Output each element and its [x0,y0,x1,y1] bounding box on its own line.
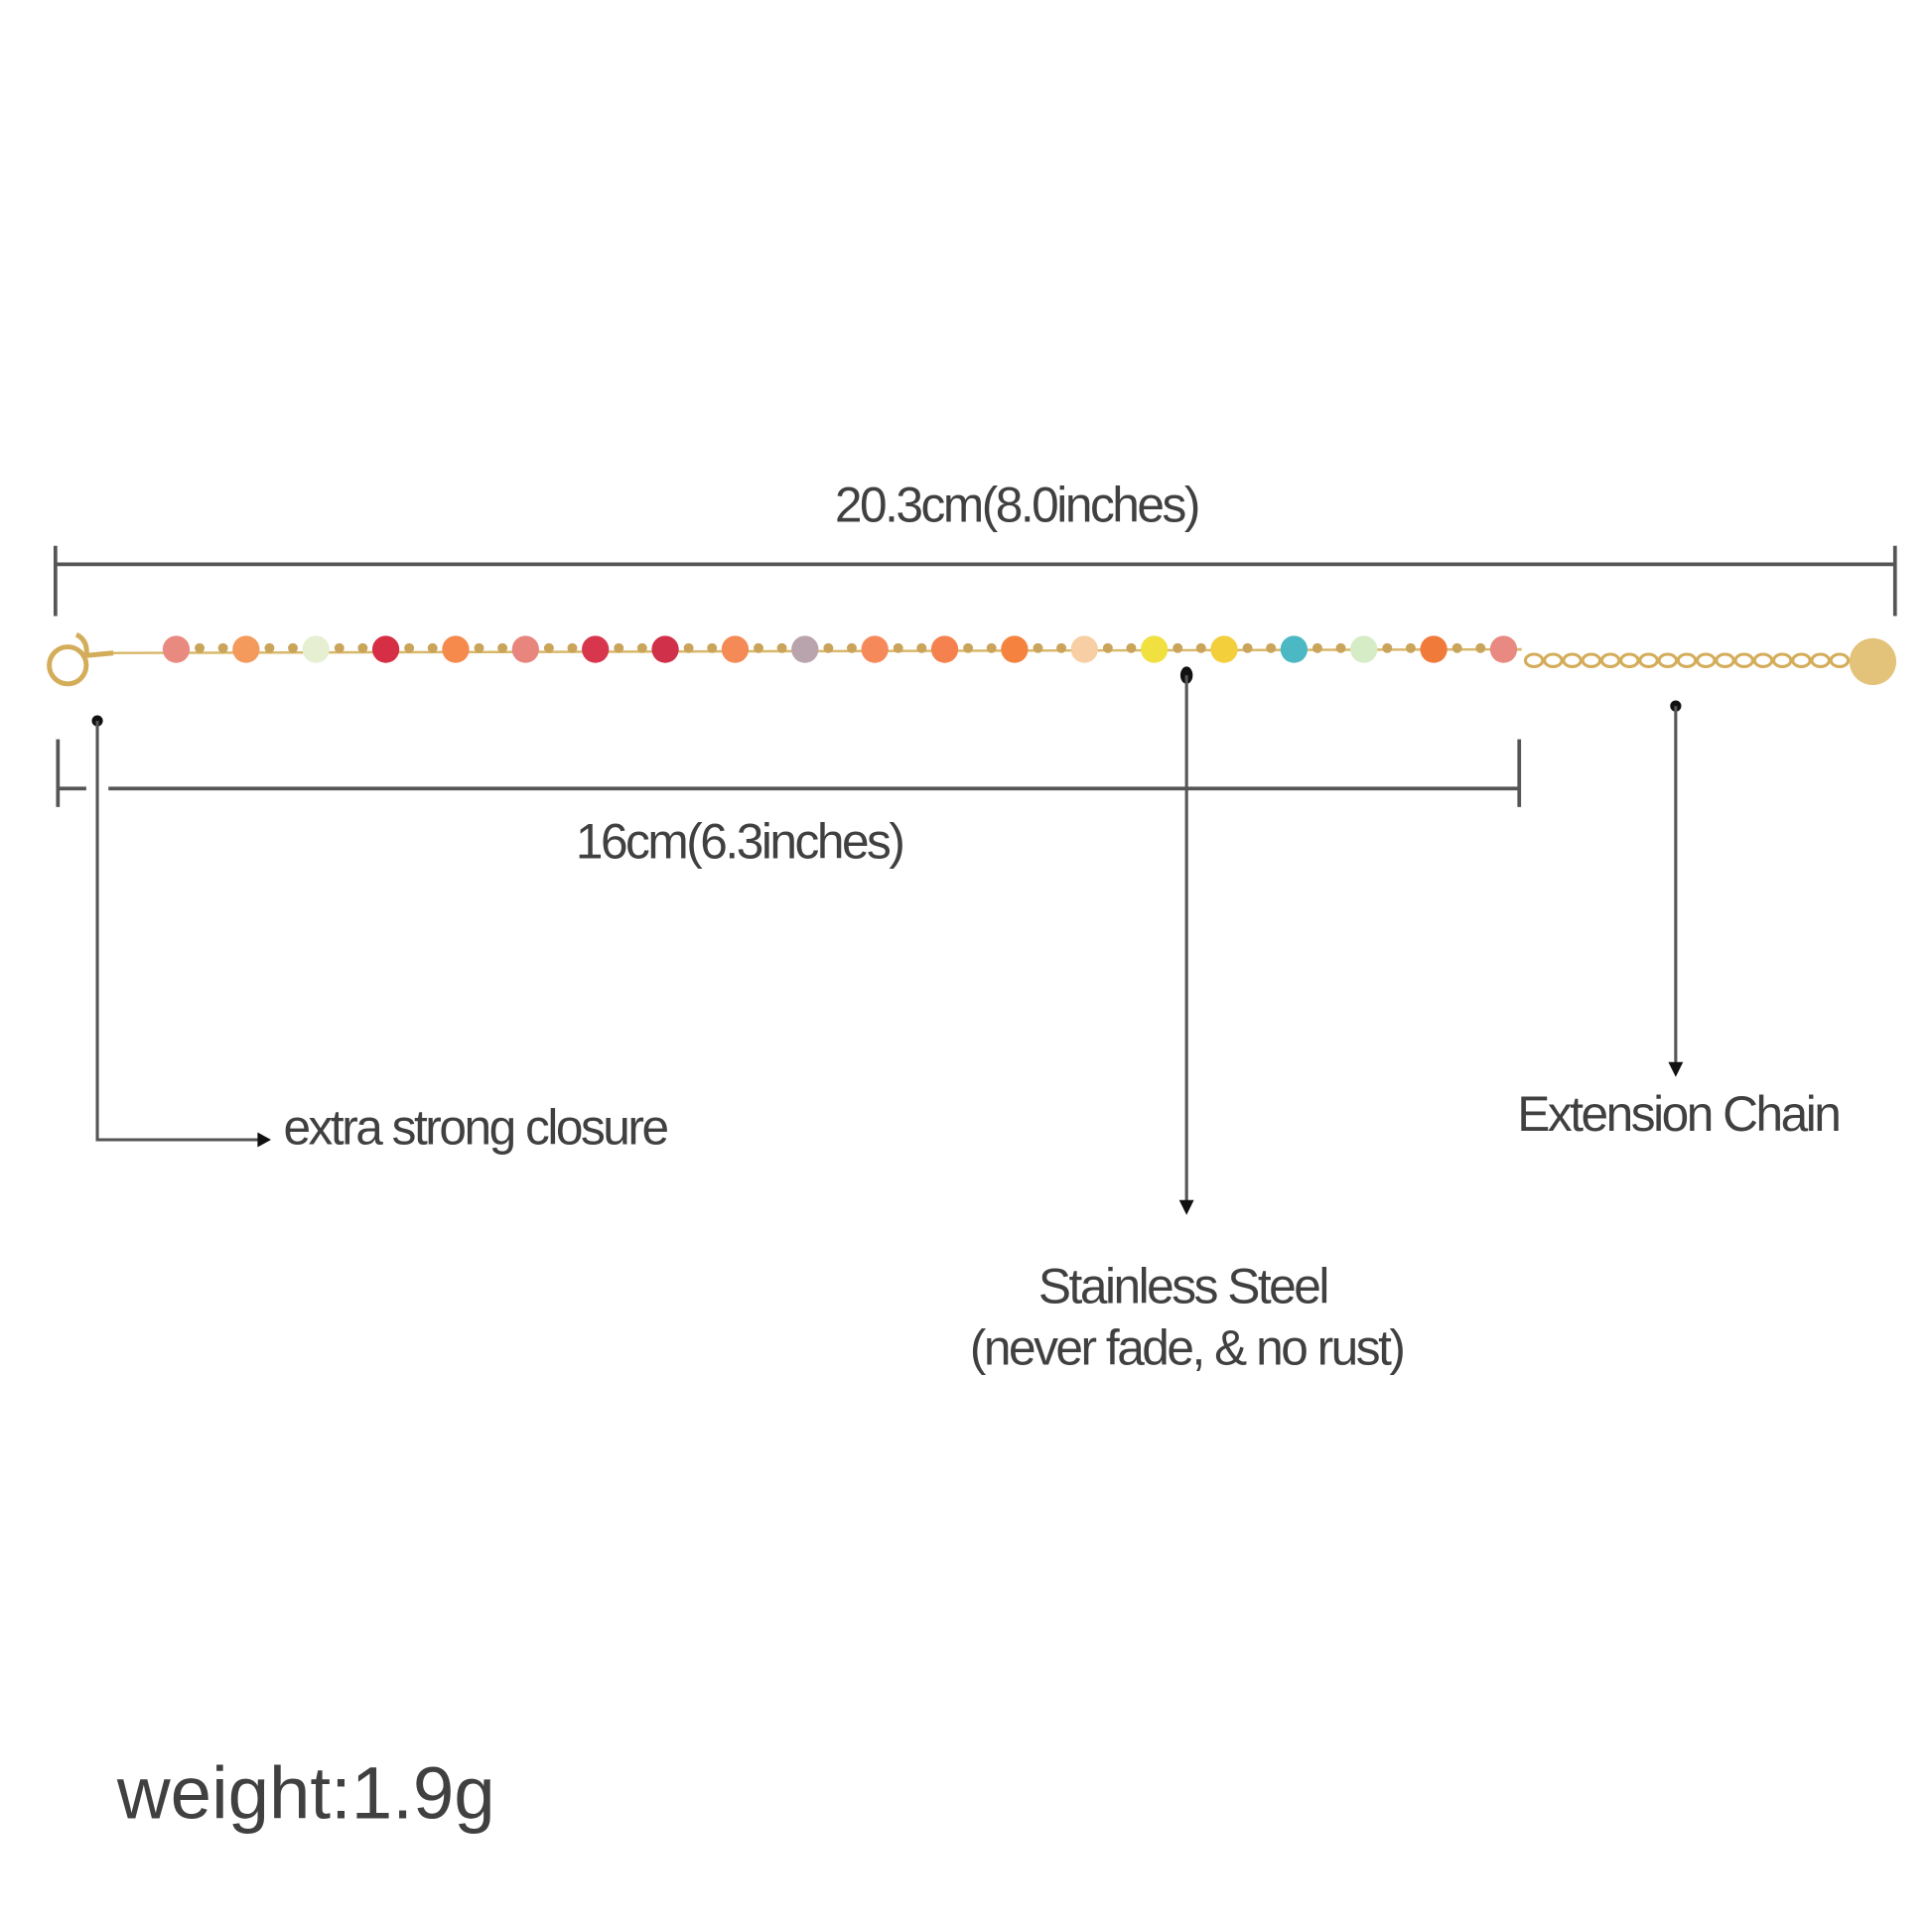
bead [1140,635,1169,663]
spacer-bead [776,642,787,653]
chain-link [1752,652,1774,668]
chain-link [1810,652,1831,668]
bead [582,635,610,663]
bead [1350,635,1378,663]
spacer-bead [754,642,763,653]
bead [721,635,750,663]
material-note: (never fade, & no rust) [970,1320,1404,1376]
spacer-bead [1102,642,1113,653]
spacer-bead [1242,642,1253,653]
bracelet [47,631,1897,687]
bead [511,635,539,663]
spacer-bead [823,642,834,653]
spacer-bead [334,642,345,653]
spacer-bead [683,642,694,653]
spacer-bead [1033,642,1043,653]
bead [371,635,400,663]
chain-link [1657,652,1679,668]
spacer-bead [357,642,368,653]
chain-link [1829,652,1851,668]
main-length: 16cm(6.3inches) [576,813,903,869]
spacer-bead [1266,642,1277,653]
chain-link [1791,652,1812,668]
total-measure: 20.3cm(8.0inches) [53,478,1897,617]
bead [930,635,959,663]
main-measure: 16cm(6.3inches) [56,739,1522,869]
chain-link [1733,652,1754,668]
bead [861,635,889,663]
closure-callout: extra strong closure [91,715,670,1155]
extension-label: Extension Chain [1517,1086,1839,1142]
bead [1210,635,1238,663]
spacer-bead [474,642,484,653]
bead [1070,635,1098,663]
spacer-bead [404,642,415,653]
spacer-bead [543,642,554,653]
chain-link [1619,652,1640,668]
bead [1280,635,1309,663]
spacer-bead [1451,642,1462,653]
spacer-bead [264,642,275,653]
material-callout: Stainless Steel (never fade, & no rust) [970,666,1406,1376]
spacer-bead [567,642,578,653]
spacer-bead [986,642,997,653]
chain-link [1581,652,1602,668]
chain-link [1523,652,1545,668]
spacer-bead [846,642,857,653]
spacer-bead [1173,642,1183,653]
chain-link [1715,652,1735,668]
chain-link [1771,652,1793,668]
bead [162,635,191,663]
spacer-bead [1475,642,1486,653]
total-length: 20.3cm(8.0inches) [835,478,1198,533]
chain-link [1676,652,1698,668]
spacer-bead [1335,642,1346,653]
spacer-bead [614,642,624,653]
spacer-bead [1382,642,1393,653]
bead [791,635,819,663]
spacer-bead [288,642,298,653]
chain-link [1638,652,1659,668]
chain-link [1562,652,1583,668]
spacer-bead [1405,642,1416,653]
material-label: Stainless Steel [1038,1259,1327,1314]
spacer-bead [636,642,647,653]
spacer-bead [707,642,718,653]
weight: weight:1.9g [116,1752,495,1835]
bead [442,635,470,663]
chain-link [1696,652,1717,668]
extension-callout: Extension Chain [1517,700,1842,1142]
chain-link [1543,652,1564,668]
bead [302,635,330,663]
bead [232,635,260,663]
spacer-bead [893,642,903,653]
spacer-bead [195,642,206,653]
bead [651,635,679,663]
spacer-bead [1126,642,1137,653]
spacer-bead [217,642,228,653]
spacer-bead [963,642,974,653]
spacer-bead [1195,642,1206,653]
spacer-bead [427,642,438,653]
spacer-bead [1056,642,1067,653]
spacer-bead [916,642,927,653]
bead [1001,635,1029,663]
spacer-bead [1311,642,1322,653]
bead [1489,635,1518,663]
chain-link [1599,652,1621,668]
bead [1420,635,1448,663]
closure-label: extra strong closure [283,1099,667,1155]
spacer-bead [497,642,508,653]
